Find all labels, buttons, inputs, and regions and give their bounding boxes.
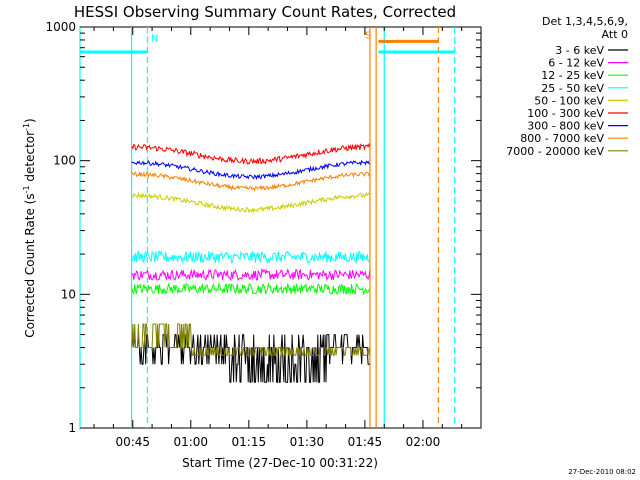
legend-label-2: 12 - 25 keV: [541, 69, 604, 82]
legend-label-1: 6 - 12 keV: [548, 57, 604, 70]
x-tick-label-5: 02:00: [406, 435, 441, 449]
series-line-7: [131, 171, 371, 192]
x-axis-label: Start Time (27-Dec-10 00:31:22): [182, 456, 378, 470]
legend-label-4: 50 - 100 keV: [534, 94, 604, 107]
series-line-6: [131, 159, 371, 181]
y-tick-label-0: 1: [68, 421, 76, 435]
legend-label-7: 800 - 7000 keV: [520, 132, 604, 145]
status-bars: [80, 39, 455, 54]
series-line-3: [131, 249, 371, 265]
series-line-1: [131, 267, 371, 282]
legend-label-8: 7000 - 20000 keV: [506, 145, 604, 158]
y-tick-label-3: 1000: [45, 20, 76, 34]
legend-label-3: 25 - 50 keV: [541, 82, 604, 95]
x-axis-ticks: 00:45 01:00 01:15 01:30 01:45 02:00: [93, 27, 463, 449]
x-tick-label-0: 00:45: [115, 435, 150, 449]
y-tick-label-2: 100: [53, 154, 76, 168]
series-line-5: [131, 142, 371, 165]
y-axis-label: Corrected Count Rate (s-1 detector-1): [22, 118, 37, 337]
legend-label-5: 100 - 300 keV: [527, 107, 604, 120]
x-tick-label-4: 01:45: [348, 435, 383, 449]
series-lines: [131, 142, 371, 383]
annotation-0: N: [151, 33, 158, 44]
legend-label-6: 300 - 800 keV: [527, 120, 604, 133]
x-tick-label-3: 01:30: [290, 435, 325, 449]
series-line-2: [131, 282, 371, 296]
footer-timestamp: 27-Dec-2010 08:02: [568, 468, 636, 476]
chart-title: HESSI Observing Summary Count Rates, Cor…: [74, 3, 456, 21]
series-line-4: [131, 191, 371, 214]
legend-header-line1: Det 1,3,4,5,6,9,: [542, 15, 628, 28]
y-axis-ticks: 1 10 100 1000: [45, 20, 481, 435]
legend-header-line2: Att 0: [602, 28, 628, 41]
x-tick-label-1: 01:00: [173, 435, 208, 449]
time-markers: [79, 27, 456, 428]
x-tick-label-2: 01:15: [232, 435, 267, 449]
annotation-1: S: [365, 31, 371, 42]
y-tick-label-1: 10: [61, 287, 76, 301]
series-line-8: [131, 323, 371, 356]
legend-label-0: 3 - 6 keV: [555, 44, 604, 57]
